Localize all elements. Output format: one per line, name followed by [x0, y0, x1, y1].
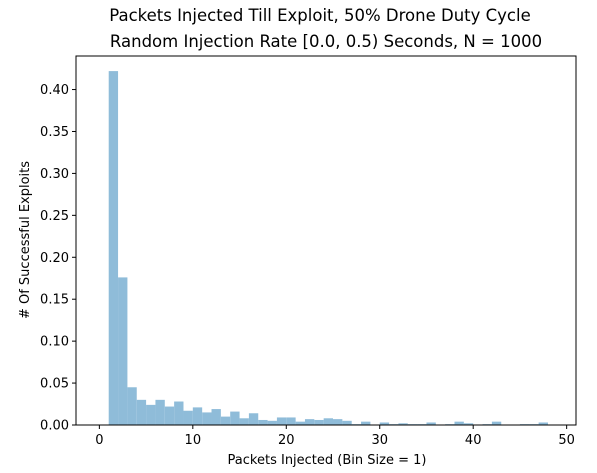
- histogram-bar: [248, 413, 259, 425]
- y-tick-label: 0.25: [40, 209, 69, 224]
- histogram-bar: [491, 421, 502, 425]
- histogram-bar: [127, 387, 137, 425]
- x-tick-label: 20: [278, 433, 295, 448]
- y-tick-label: 0.00: [40, 419, 69, 434]
- histogram-bar: [230, 411, 240, 425]
- histogram-bar: [398, 423, 408, 425]
- histogram-bar: [361, 421, 371, 425]
- x-axis-ticks: 0 10 20 30 40 50: [95, 425, 575, 448]
- histogram-bar: [276, 417, 287, 425]
- x-tick-label: 10: [185, 433, 202, 448]
- histogram-bar: [183, 410, 193, 425]
- y-axis-label: # Of Successful Exploits: [18, 161, 33, 319]
- y-tick-label: 0.30: [40, 167, 69, 182]
- histogram-bar: [258, 419, 268, 425]
- y-axis-ticks: 0.00 0.05 0.10 0.15 0.20 0.25 0.30 0.35 0.40: [40, 83, 76, 434]
- x-axis-label: Packets Injected (Bin Size = 1): [228, 453, 427, 468]
- histogram-bar: [211, 409, 221, 425]
- histogram-bar: [146, 404, 156, 425]
- chart-title-line-2: Random Injection Rate [0.0, 0.5) Seconds…: [110, 32, 542, 51]
- y-tick-label: 0.10: [40, 335, 69, 350]
- y-tick-label: 0.35: [40, 125, 69, 140]
- histogram-bar: [342, 420, 352, 425]
- x-tick-label: 50: [558, 433, 575, 448]
- histogram-bar: [333, 419, 343, 425]
- y-tick-label: 0.15: [40, 293, 69, 308]
- histogram-bar: [239, 418, 249, 425]
- histogram-bars: [108, 71, 548, 425]
- histogram-bar: [164, 406, 175, 425]
- y-tick-label: 0.20: [40, 251, 69, 266]
- histogram-bar: [426, 422, 436, 425]
- histogram-bar: [304, 419, 315, 425]
- histogram-bar: [174, 401, 184, 425]
- histogram-bar: [108, 71, 119, 425]
- x-tick-label: 40: [465, 433, 482, 448]
- y-tick-label: 0.40: [40, 83, 69, 98]
- histogram-bar: [379, 422, 390, 425]
- histogram-bar: [155, 399, 165, 425]
- plot-area-frame: [75, 55, 577, 426]
- histogram-bar: [538, 422, 548, 425]
- histogram-bar: [454, 421, 464, 425]
- histogram-bar: [295, 421, 305, 425]
- x-tick-label: 30: [371, 433, 388, 448]
- histogram-bar: [286, 417, 296, 425]
- histogram-bar: [267, 420, 277, 425]
- histogram-bar: [220, 416, 231, 425]
- histogram-bar: [202, 412, 212, 425]
- chart-title-line-1: Packets Injected Till Exploit, 50% Drone…: [109, 6, 530, 25]
- histogram-bar: [136, 399, 147, 425]
- histogram-bar: [463, 423, 474, 425]
- x-tick-label: 0: [95, 433, 103, 448]
- histogram-bar: [314, 419, 324, 425]
- y-tick-label: 0.05: [40, 377, 69, 392]
- histogram-bar: [192, 407, 203, 425]
- histogram-bar: [323, 418, 334, 425]
- histogram-bar: [118, 277, 128, 425]
